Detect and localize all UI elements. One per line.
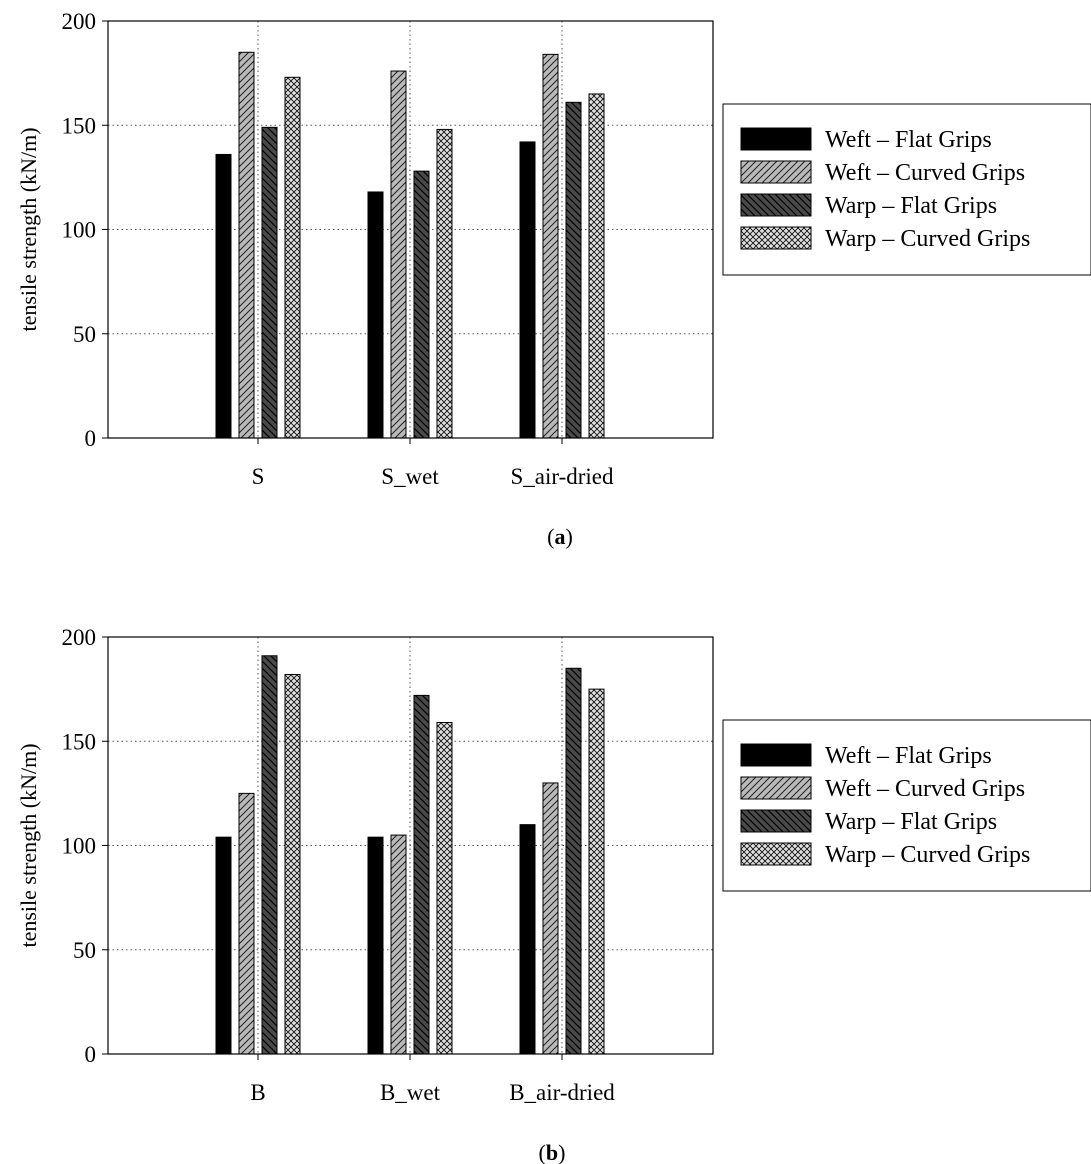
y-tick-label: 0: [85, 426, 97, 451]
legend-swatch: [740, 127, 812, 151]
bar: [367, 191, 384, 439]
y-tick-label: 0: [85, 1042, 97, 1067]
gridlines: [108, 637, 713, 1054]
y-axis-label: tensile strength (kN/m): [16, 127, 41, 331]
x-tick-label: B_air-dried: [509, 1080, 615, 1105]
y-tick-label: 100: [62, 218, 97, 243]
bar: [413, 170, 430, 439]
bar: [436, 721, 453, 1055]
bar: [588, 93, 605, 439]
bar: [261, 126, 278, 439]
legend-swatch: [740, 193, 812, 217]
legend-label: Warp – Flat Grips: [825, 193, 997, 219]
legend-label: Warp – Flat Grips: [825, 809, 997, 835]
bar: [215, 153, 232, 439]
bar: [215, 836, 232, 1055]
y-tick-label: 150: [62, 729, 97, 754]
bar: [519, 824, 536, 1055]
bar: [588, 688, 605, 1055]
legend-label: Warp – Curved Grips: [825, 842, 1030, 868]
bar: [367, 836, 384, 1055]
bar: [390, 70, 407, 439]
y-tick-label: 150: [62, 113, 97, 138]
legend-swatch: [740, 160, 812, 184]
gridlines: [108, 21, 713, 438]
bar: [565, 667, 582, 1055]
y-tick-label: 200: [62, 9, 97, 34]
legend-label: Warp – Curved Grips: [825, 226, 1030, 252]
y-axis: 0 50 100 150 200: [62, 625, 108, 1067]
x-axis: S S_wet S_air-dried: [252, 438, 614, 489]
y-tick-label: 200: [62, 625, 97, 650]
bar: [284, 76, 301, 439]
legend-label: Weft – Flat Grips: [825, 743, 992, 769]
legend-swatch: [740, 226, 812, 250]
legend-label: Weft – Curved Grips: [825, 160, 1025, 186]
x-tick-label: S: [252, 464, 265, 489]
x-tick-label: B_wet: [380, 1080, 441, 1105]
bar: [519, 141, 536, 439]
bars: [215, 51, 605, 439]
plot-area: [107, 20, 714, 439]
legend-items: Weft – Flat Grips Weft – Curved Grips Warp…: [740, 743, 1030, 868]
bar: [390, 834, 407, 1055]
plot-area: [107, 636, 714, 1055]
panel-a: 0 50 100 150 200 S S_wet S_air-dried tensile s…: [16, 9, 1091, 549]
x-axis: B B_wet B_air-dried: [250, 1054, 615, 1105]
x-tick-label: S_air-dried: [510, 464, 614, 489]
y-tick-label: 50: [73, 322, 96, 347]
bars: [215, 655, 605, 1055]
bar: [413, 694, 430, 1055]
y-tick-label: 100: [62, 834, 97, 859]
bar: [284, 674, 301, 1055]
legend-label: Weft – Curved Grips: [825, 776, 1025, 802]
bar: [565, 101, 582, 439]
bar: [436, 128, 453, 439]
legend-items: Weft – Flat Grips Weft – Curved Grips Warp…: [740, 127, 1030, 252]
bar: [238, 792, 255, 1055]
legend-label: Weft – Flat Grips: [825, 127, 992, 153]
legend-swatch: [740, 842, 812, 866]
panel-label: (b): [539, 1140, 566, 1164]
legend: Weft – Flat Grips Weft – Curved Grips Warp…: [722, 719, 1091, 892]
y-axis: 0 50 100 150 200: [62, 9, 108, 451]
legend-swatch: [740, 776, 812, 800]
legend-swatch: [740, 809, 812, 833]
y-axis-label: tensile strength (kN/m): [16, 743, 41, 947]
bar: [238, 51, 255, 439]
x-tick-label: S_wet: [381, 464, 439, 489]
x-tick-label: B: [250, 1080, 265, 1105]
bar: [261, 655, 278, 1055]
panel-b: 0 50 100 150 200 B B_wet B_air-dried tensile s…: [16, 625, 1091, 1164]
bar: [542, 782, 559, 1055]
bar: [542, 53, 559, 439]
y-tick-label: 50: [73, 938, 96, 963]
legend-swatch: [740, 743, 812, 767]
legend: Weft – Flat Grips Weft – Curved Grips Warp…: [722, 103, 1091, 276]
panel-label: (a): [547, 524, 573, 549]
